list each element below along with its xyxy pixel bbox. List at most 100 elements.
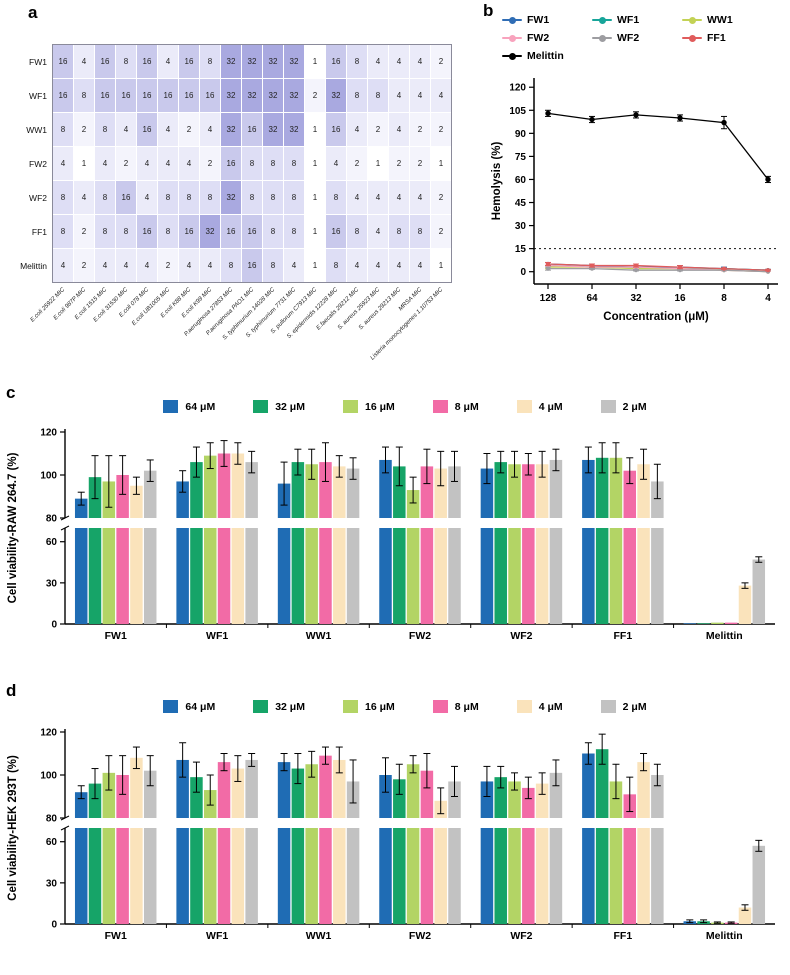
legend-line-marker bbox=[592, 34, 612, 42]
bar-32 μM bbox=[595, 828, 609, 924]
legend-label: 2 μM bbox=[622, 400, 647, 413]
bar-2 μM bbox=[549, 828, 563, 924]
bar-upper-32 μM bbox=[494, 777, 507, 818]
bar-4 μM bbox=[637, 828, 650, 924]
heatmap-cell: 8 bbox=[263, 249, 283, 282]
bar-8 μM bbox=[724, 622, 738, 624]
legend-item-FW1: FW1 bbox=[502, 14, 592, 26]
legend-label: 16 μM bbox=[364, 700, 395, 713]
y-tick-label: 80 bbox=[46, 814, 58, 825]
legend-dot-marker bbox=[598, 16, 606, 24]
bar-upper-8 μM bbox=[217, 762, 231, 818]
heatmap-cell: 8 bbox=[95, 181, 115, 214]
bar-8 μM bbox=[623, 828, 637, 924]
bar-4 μM bbox=[738, 585, 752, 624]
legend-label: 2 μM bbox=[622, 700, 647, 713]
heatmap-cell: 2 bbox=[431, 215, 451, 248]
legend-label: 8 μM bbox=[454, 700, 479, 713]
heatmap-cell: 4 bbox=[389, 45, 409, 78]
heatmap-cell: 8 bbox=[263, 215, 283, 248]
heatmap-cell: 32 bbox=[242, 79, 262, 112]
bar-upper-2 μM bbox=[346, 468, 360, 518]
bar-upper-32 μM bbox=[393, 466, 406, 518]
heatmap-cell: 4 bbox=[74, 181, 94, 214]
bar-16 μM bbox=[609, 828, 623, 924]
legend-line-marker bbox=[502, 16, 522, 24]
heatmap-cell: 2 bbox=[347, 147, 367, 180]
panel-label-a: a bbox=[28, 3, 38, 22]
bar-upper-64 μM bbox=[277, 762, 291, 818]
bar-32 μM bbox=[393, 828, 406, 924]
bar-upper-16 μM bbox=[508, 781, 521, 818]
heatmap-cell: 2 bbox=[431, 181, 451, 214]
heatmap-cell: 4 bbox=[116, 249, 136, 282]
bar-upper-2 μM bbox=[448, 781, 461, 818]
bar-upper-8 μM bbox=[116, 775, 129, 818]
bar-4 μM bbox=[231, 828, 245, 924]
heatmap-cell: 16 bbox=[326, 215, 346, 248]
category-label: WF1 bbox=[206, 930, 228, 942]
category-label: FF1 bbox=[614, 930, 633, 942]
bar-32 μM bbox=[88, 528, 102, 624]
legend-swatch bbox=[516, 700, 532, 713]
legend-item-Melittin: Melittin bbox=[502, 50, 592, 62]
bar-2 μM bbox=[651, 528, 664, 624]
legend-swatch bbox=[163, 400, 179, 413]
heatmap-cell: 4 bbox=[389, 181, 409, 214]
bar-upper-4 μM bbox=[333, 466, 346, 518]
x-tick-label: 4 bbox=[765, 293, 771, 304]
legend-item-16 μM: 16 μM bbox=[342, 700, 395, 713]
heatmap-cell: 8 bbox=[116, 45, 136, 78]
legend-label: WW1 bbox=[707, 14, 733, 26]
legend-label: 8 μM bbox=[454, 400, 479, 413]
bar-32 μM bbox=[494, 528, 507, 624]
heatmap-cell: 8 bbox=[221, 249, 241, 282]
bar-upper-8 μM bbox=[217, 453, 231, 518]
bar-4 μM bbox=[535, 528, 549, 624]
legend-swatch bbox=[253, 400, 269, 413]
bar-upper-2 μM bbox=[245, 759, 258, 818]
bar-upper-16 μM bbox=[102, 772, 116, 818]
x-tick-label: 8 bbox=[721, 293, 727, 304]
heatmap-cell: 8 bbox=[53, 215, 73, 248]
bar-upper-8 μM bbox=[623, 470, 637, 518]
heatmap-cell: 16 bbox=[326, 113, 346, 146]
panel-label-b: b bbox=[483, 1, 494, 20]
hemolysis-chart: 0 15 30 45 60 75 90 105 120 128 64 32 16 8 4 Hemolysis … bbox=[491, 78, 778, 323]
data-point-Melittin bbox=[765, 176, 771, 183]
heatmap-cell: 1 bbox=[305, 113, 325, 146]
legend-label: 64 μM bbox=[185, 700, 216, 713]
heatmap-cell: 4 bbox=[347, 113, 367, 146]
y-axis-label: Cell viability-RAW 264.7 (%) bbox=[7, 452, 19, 603]
heatmap-cell: 16 bbox=[200, 79, 220, 112]
legend-item-64 μM: 64 μM bbox=[163, 400, 215, 413]
bar-64 μM bbox=[176, 528, 189, 624]
heatmap-cell: 8 bbox=[179, 181, 199, 214]
bar-upper-4 μM bbox=[231, 768, 245, 818]
y-axis-label: Hemolysis (%) bbox=[491, 142, 503, 221]
legend-label: Melittin bbox=[527, 50, 564, 62]
legend-label: 4 μM bbox=[538, 400, 563, 413]
x-tick-label: 128 bbox=[540, 293, 557, 304]
bar-upper-32 μM bbox=[190, 777, 203, 818]
heatmap-cell: 4 bbox=[410, 79, 430, 112]
legend-line-marker bbox=[502, 52, 522, 60]
bar-upper-2 μM bbox=[651, 481, 664, 518]
y-tick-label: 30 bbox=[46, 578, 58, 589]
heatmap-cell: 32 bbox=[326, 79, 346, 112]
data-point-Melittin bbox=[589, 116, 595, 123]
bar-64 μM bbox=[683, 623, 697, 624]
heatmap-cell: 8 bbox=[347, 45, 367, 78]
category-label: WW1 bbox=[306, 630, 332, 642]
bar-upper-8 μM bbox=[420, 770, 434, 818]
heatmap-cell: 8 bbox=[284, 215, 304, 248]
legend-item-WW1: WW1 bbox=[682, 14, 774, 26]
bar-upper-64 μM bbox=[480, 781, 494, 818]
heatmap-cell: 8 bbox=[242, 147, 262, 180]
heatmap-cell: 32 bbox=[200, 215, 220, 248]
data-point-Melittin bbox=[633, 112, 639, 118]
series-line-WF2 bbox=[548, 267, 769, 273]
heatmap-cell: 8 bbox=[284, 181, 304, 214]
legend-item-FF1: FF1 bbox=[682, 32, 774, 44]
heatmap-cell: 16 bbox=[221, 215, 241, 248]
